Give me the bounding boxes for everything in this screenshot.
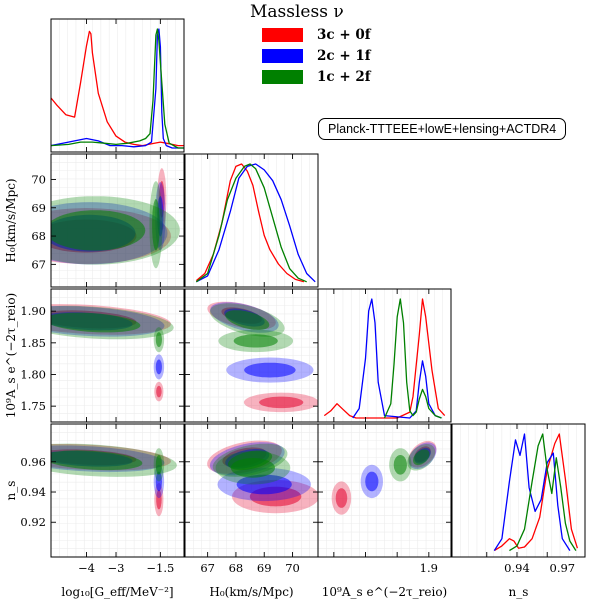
legend-item-1c2f: 1c + 2f <box>262 66 371 87</box>
panel-frame <box>317 288 452 423</box>
contour-68-2c+1f <box>365 471 379 492</box>
marginal-line-3c+0f <box>323 298 446 419</box>
contour-68-2c+1f <box>244 362 296 378</box>
contour-68-1c+2f <box>230 458 275 478</box>
marginal-line-1c+2f <box>509 433 577 552</box>
panel-ns-marginal <box>460 424 579 557</box>
marginal-line-3c+0f <box>493 433 579 552</box>
panel-H0-ns <box>185 424 318 557</box>
y-axis-label: H₀(km/s/Mpc) <box>4 178 18 262</box>
panel-frame <box>451 423 586 558</box>
legend-swatch-2c1f <box>262 48 303 63</box>
panel-log10[Geff/MeV^-2]-ns <box>51 424 184 557</box>
contour-68-1c+2f <box>51 450 143 471</box>
x-axis-label: n_s <box>509 585 529 599</box>
marginal-line-2c+1f <box>352 298 442 419</box>
y-tick-label: 1.80 <box>20 368 46 382</box>
legend-label-1c2f: 1c + 2f <box>317 68 371 85</box>
legend-label-3c0f: 3c + 0f <box>317 26 371 43</box>
y-tick-label: 1.85 <box>20 336 46 350</box>
x-tick-label: −3 <box>108 561 125 575</box>
legend: 3c + 0f 2c + 1f 1c + 2f <box>262 24 371 87</box>
legend-label-2c1f: 2c + 1f <box>317 47 371 64</box>
panel-frame <box>50 18 185 153</box>
panel-log10[Geff/MeV^-2]-1e9 As e^-2tau <box>51 289 184 422</box>
panel-1e9 As e^-2tau-marginal <box>323 289 446 422</box>
y-tick-label: 67 <box>31 257 46 271</box>
x-tick-label: 70 <box>285 561 300 575</box>
legend-swatch-3c0f <box>262 27 303 42</box>
x-tick-label: 68 <box>229 561 244 575</box>
x-tick-label: 1.9 <box>420 561 438 575</box>
contour-68-3c+0f <box>156 385 162 398</box>
panel-H0-marginal <box>193 154 316 287</box>
legend-swatch-1c2f <box>262 69 303 84</box>
y-tick-label: 1.90 <box>20 304 46 318</box>
y-tick-label: 0.94 <box>20 485 46 499</box>
contour-68-1c+2f <box>155 455 162 475</box>
y-tick-label: 68 <box>31 229 46 243</box>
x-axis-label: 10⁹A_s e^(−2τ_reio) <box>322 585 447 599</box>
x-tick-label: 69 <box>257 561 272 575</box>
x-axis-label: H₀(km/s/Mpc) <box>209 585 293 599</box>
contour-68-1c+2f <box>51 312 141 333</box>
marginal-line-2c+1f <box>493 433 571 551</box>
panel-frame <box>184 153 319 288</box>
y-axis-label: 10⁹A_s e^(−2τ_reio) <box>4 293 18 418</box>
marginal-line-2c+1f <box>195 163 316 283</box>
panel-frame <box>50 153 185 288</box>
panel-frame <box>50 423 185 558</box>
y-tick-label: 0.96 <box>20 455 46 469</box>
y-axis-label: n_s <box>4 481 18 501</box>
legend-item-2c1f: 2c + 1f <box>262 45 371 66</box>
x-tick-label: −1.5 <box>146 561 174 575</box>
marginal-line-1c+2f <box>51 28 184 149</box>
contour-68-3c+0f <box>335 488 348 508</box>
contour-68-2c+1f <box>155 359 162 375</box>
y-tick-label: 69 <box>31 201 46 215</box>
marginal-line-3c+0f <box>51 30 184 147</box>
marginal-line-2c+1f <box>51 28 184 149</box>
contour-68-1c+2f <box>155 332 162 348</box>
panel-frame <box>50 288 185 423</box>
x-tick-label: −4 <box>78 561 95 575</box>
contour-68-1c+2f <box>51 210 146 251</box>
legend-title: Massless ν <box>250 2 344 22</box>
contour-68-2c+1f <box>155 471 162 492</box>
marginal-line-1c+2f <box>383 298 442 419</box>
contour-68-2c+1f <box>236 474 292 495</box>
contour-68-1c+2f <box>233 334 278 348</box>
x-tick-label: 0.97 <box>550 561 576 575</box>
x-tick-label: 67 <box>200 561 215 575</box>
panel-log10[Geff/MeV^-2]-H0 <box>51 154 184 287</box>
contour-68-3c+0f <box>259 396 304 409</box>
panel-frame <box>317 423 452 558</box>
dataset-label: Planck-TTTEEE+lowE+lensing+ACTDR4 <box>318 118 567 140</box>
panel-log10[Geff/MeV^-2]-marginal <box>51 19 184 152</box>
contour-68-3c+0f <box>156 489 162 510</box>
x-tick-label: 0.94 <box>504 561 530 575</box>
y-tick-label: 1.75 <box>20 399 46 413</box>
marginal-line-1c+2f <box>195 163 307 283</box>
contour-68-1c+2f <box>393 455 407 475</box>
x-axis-label: log₁₀[G_eff/MeV⁻²] <box>61 585 173 599</box>
y-tick-label: 70 <box>31 172 46 186</box>
contour-68-1c+2f <box>413 449 430 466</box>
contour-68-1c+2f <box>225 310 270 330</box>
legend-item-3c0f: 3c + 0f <box>262 24 371 45</box>
contour-68-1c+2f <box>152 199 160 251</box>
y-tick-label: 0.92 <box>20 515 46 529</box>
panel-1e9 As e^-2tau-ns <box>318 424 451 557</box>
panel-H0-1e9 As e^-2tau <box>185 289 318 422</box>
